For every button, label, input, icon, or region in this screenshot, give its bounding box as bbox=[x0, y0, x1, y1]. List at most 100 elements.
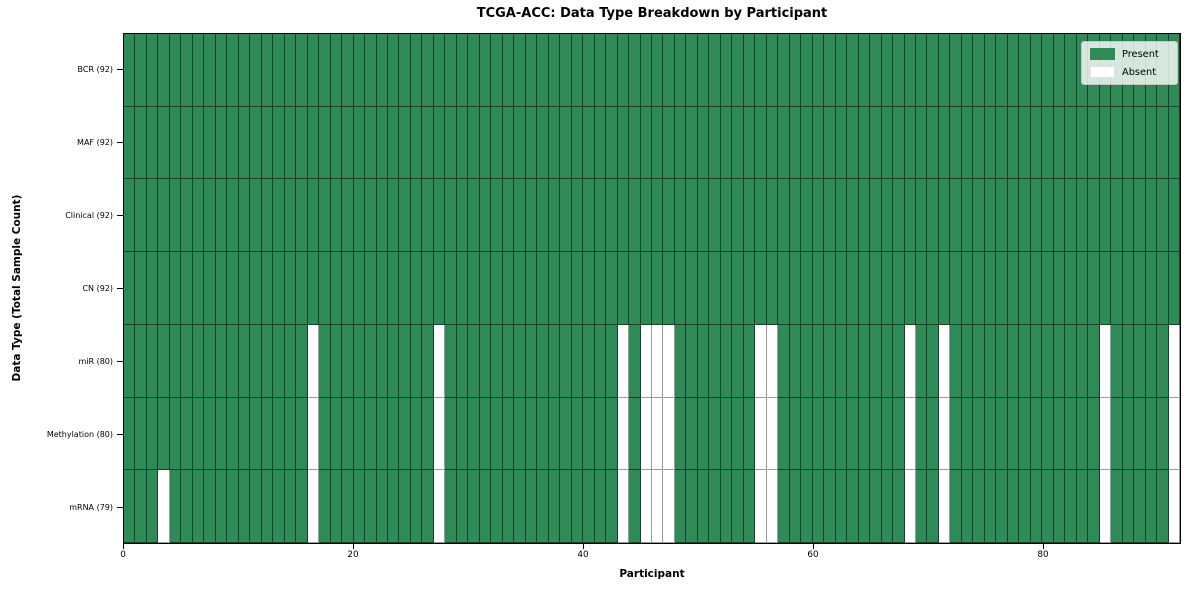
heatmap-cell bbox=[1168, 106, 1180, 180]
heatmap-cell bbox=[468, 252, 480, 325]
heatmap-cell bbox=[1019, 252, 1031, 325]
heatmap-cell bbox=[720, 34, 733, 107]
heatmap-cell bbox=[870, 106, 882, 180]
heatmap-cell bbox=[284, 106, 297, 180]
heatmap-cell bbox=[330, 397, 343, 471]
heatmap-cell bbox=[686, 34, 698, 107]
heatmap-cell bbox=[652, 397, 664, 471]
heatmap-cell bbox=[319, 34, 331, 107]
heatmap-cell bbox=[479, 34, 492, 107]
heatmap-cell bbox=[158, 397, 170, 471]
heatmap-cell bbox=[766, 179, 779, 253]
heatmap-cell bbox=[376, 252, 388, 325]
heatmap-cell bbox=[261, 34, 274, 107]
heatmap-cell bbox=[525, 470, 538, 544]
heatmap-cell bbox=[961, 397, 974, 471]
heatmap-cell bbox=[204, 252, 216, 325]
heatmap-cell bbox=[192, 252, 205, 325]
heatmap-cell bbox=[812, 252, 825, 325]
heatmap-cell bbox=[537, 470, 549, 544]
heatmap-cell bbox=[984, 106, 997, 180]
heatmap-cell bbox=[365, 252, 377, 325]
heatmap-cell bbox=[652, 34, 664, 107]
heatmap-cell bbox=[927, 106, 939, 180]
heatmap-cell bbox=[479, 324, 492, 398]
heatmap-cell bbox=[652, 106, 664, 180]
heatmap-cell bbox=[583, 252, 595, 325]
heatmap-cell bbox=[422, 397, 434, 471]
heatmap-cell bbox=[422, 252, 434, 325]
heatmap-cell bbox=[181, 470, 193, 544]
heatmap-cell bbox=[893, 252, 905, 325]
heatmap-cell bbox=[1122, 470, 1135, 544]
heatmap-cell bbox=[146, 106, 159, 180]
heatmap-cell bbox=[250, 106, 262, 180]
heatmap-cell bbox=[250, 252, 262, 325]
heatmap-cell bbox=[984, 252, 997, 325]
heatmap-cell bbox=[491, 470, 503, 544]
heatmap-cell bbox=[720, 179, 733, 253]
heatmap-cell bbox=[273, 252, 285, 325]
heatmap-cell bbox=[663, 34, 675, 107]
absent-swatch-icon bbox=[1090, 66, 1115, 78]
heatmap-cell bbox=[353, 397, 366, 471]
heatmap-cell bbox=[422, 324, 434, 398]
heatmap-cell bbox=[514, 252, 526, 325]
heatmap-cell bbox=[1019, 34, 1031, 107]
heatmap-cell bbox=[353, 324, 366, 398]
heatmap-cell bbox=[1088, 470, 1100, 544]
heatmap-cell bbox=[606, 397, 618, 471]
heatmap-cell bbox=[319, 106, 331, 180]
heatmap-cell bbox=[410, 252, 423, 325]
heatmap-cell bbox=[1145, 179, 1158, 253]
heatmap-cell bbox=[847, 397, 859, 471]
heatmap-cell bbox=[296, 179, 308, 253]
heatmap-cell bbox=[961, 106, 974, 180]
heatmap-cell bbox=[342, 106, 354, 180]
heatmap-cell bbox=[169, 470, 182, 544]
heatmap-cell bbox=[571, 324, 584, 398]
heatmap-cell bbox=[158, 252, 170, 325]
heatmap-cell bbox=[560, 397, 572, 471]
heatmap-cell bbox=[548, 106, 561, 180]
heatmap-cell bbox=[847, 252, 859, 325]
heatmap-cell bbox=[192, 179, 205, 253]
heatmap-cell bbox=[583, 397, 595, 471]
heatmap-cell bbox=[858, 397, 871, 471]
heatmap-cell bbox=[778, 252, 790, 325]
heatmap-cell bbox=[1042, 397, 1054, 471]
heatmap-cell bbox=[1099, 106, 1112, 180]
heatmap-cell bbox=[766, 324, 779, 398]
heatmap-cell bbox=[1007, 252, 1020, 325]
heatmap-cell bbox=[422, 106, 434, 180]
heatmap-cell bbox=[560, 470, 572, 544]
heatmap-cell bbox=[916, 470, 928, 544]
heatmap-cell bbox=[192, 397, 205, 471]
heatmap-cell bbox=[1065, 470, 1077, 544]
heatmap-cell bbox=[456, 470, 469, 544]
heatmap-cell bbox=[743, 179, 756, 253]
heatmap-cell bbox=[904, 397, 916, 471]
heatmap-cell bbox=[1157, 324, 1169, 398]
heatmap-cell bbox=[491, 397, 503, 471]
heatmap-cell bbox=[273, 34, 285, 107]
heatmap-cell bbox=[388, 397, 400, 471]
heatmap-cell bbox=[583, 470, 595, 544]
y-tick-label: BCR (92) bbox=[77, 64, 113, 74]
x-tick-label: 40 bbox=[577, 550, 589, 560]
heatmap-cell bbox=[996, 470, 1008, 544]
heatmap-cell bbox=[824, 179, 836, 253]
heatmap-cell bbox=[433, 252, 446, 325]
heatmap-cell bbox=[365, 397, 377, 471]
heatmap-cell bbox=[124, 470, 136, 544]
heatmap-cell bbox=[296, 324, 308, 398]
heatmap-cell bbox=[1122, 179, 1135, 253]
heatmap-cell bbox=[571, 470, 584, 544]
plot-area bbox=[123, 33, 1181, 544]
heatmap-cell bbox=[1088, 179, 1100, 253]
heatmap-cell bbox=[927, 179, 939, 253]
heatmap-cell bbox=[766, 252, 779, 325]
heatmap-cell bbox=[296, 106, 308, 180]
heatmap-cell bbox=[296, 470, 308, 544]
heatmap-cell bbox=[537, 324, 549, 398]
